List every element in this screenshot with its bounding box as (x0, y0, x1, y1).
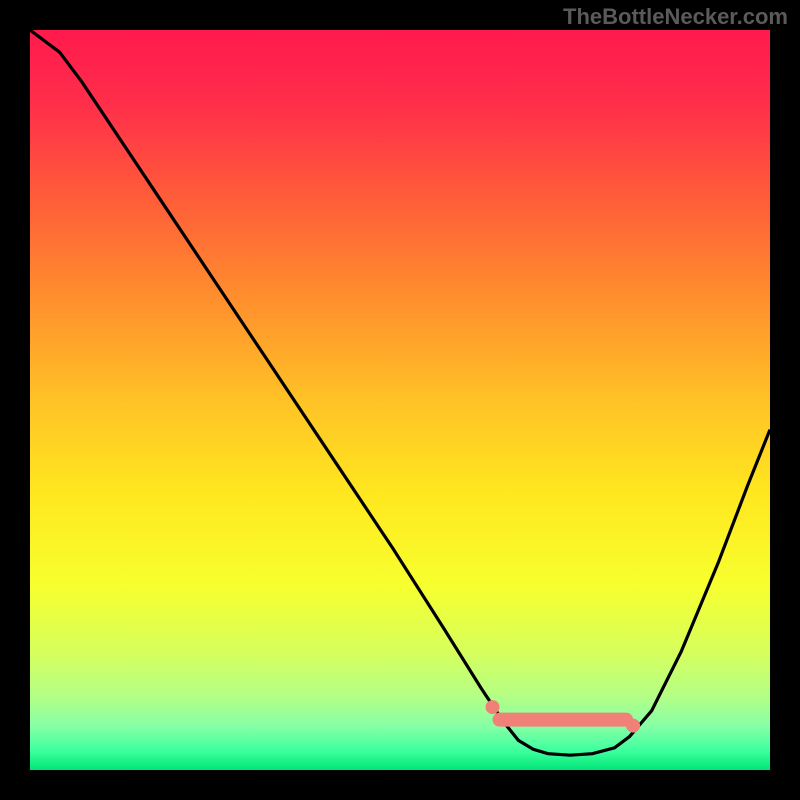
bottleneck-curve (30, 30, 770, 755)
plot-area (30, 30, 770, 770)
optimal-span-bar (493, 713, 634, 727)
optimal-span-dot (626, 719, 640, 733)
optimal-span-dot (485, 700, 499, 714)
watermark-text: TheBottleNecker.com (563, 4, 788, 30)
bottleneck-curve-layer (30, 30, 770, 770)
